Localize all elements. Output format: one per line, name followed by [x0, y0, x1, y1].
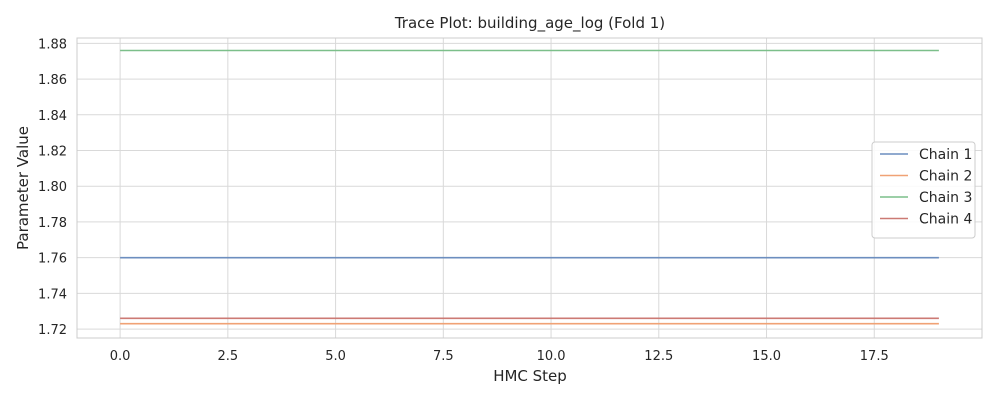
legend-label: Chain 2 [919, 169, 972, 185]
x-axis-label: HMC Step [493, 367, 567, 385]
x-tick-label: 10.0 [537, 349, 566, 364]
x-tick-label: 17.5 [860, 349, 889, 364]
series-lines [120, 49, 939, 325]
y-axis-label: Parameter Value [14, 126, 32, 250]
legend-label: Chain 4 [919, 212, 972, 228]
legend-label: Chain 3 [919, 190, 972, 206]
y-tick-label: 1.80 [38, 180, 67, 195]
tick-labels: 0.0 2.5 5.0 7.5 10.0 12.5 15.0 17.5 1.72 1.74 1.76… [38, 37, 889, 364]
x-tick-label: 7.5 [433, 349, 454, 364]
x-tick-label: 5.0 [325, 349, 346, 364]
x-tick-label: 15.0 [752, 349, 781, 364]
legend-box [871, 141, 976, 239]
x-tick-label: 0.0 [110, 349, 131, 364]
y-tick-label: 1.74 [38, 287, 67, 302]
y-tick-label: 1.84 [38, 109, 67, 124]
plot-frame [76, 37, 983, 339]
chart-title: Trace Plot: building_age_log (Fold 1) [394, 14, 665, 33]
legend-label: Chain 1 [919, 147, 972, 163]
x-tick-label: 12.5 [644, 349, 673, 364]
y-tick-label: 1.86 [38, 73, 67, 88]
y-tick-label: 1.78 [38, 216, 67, 231]
y-tick-label: 1.82 [38, 145, 67, 160]
y-tick-label: 1.72 [38, 323, 67, 338]
x-tick-label: 2.5 [217, 349, 238, 364]
legend: Chain 1 Chain 2 Chain 3 Chain 4 [871, 141, 976, 239]
y-tick-label: 1.88 [38, 37, 67, 52]
y-tick-label: 1.76 [38, 252, 67, 267]
